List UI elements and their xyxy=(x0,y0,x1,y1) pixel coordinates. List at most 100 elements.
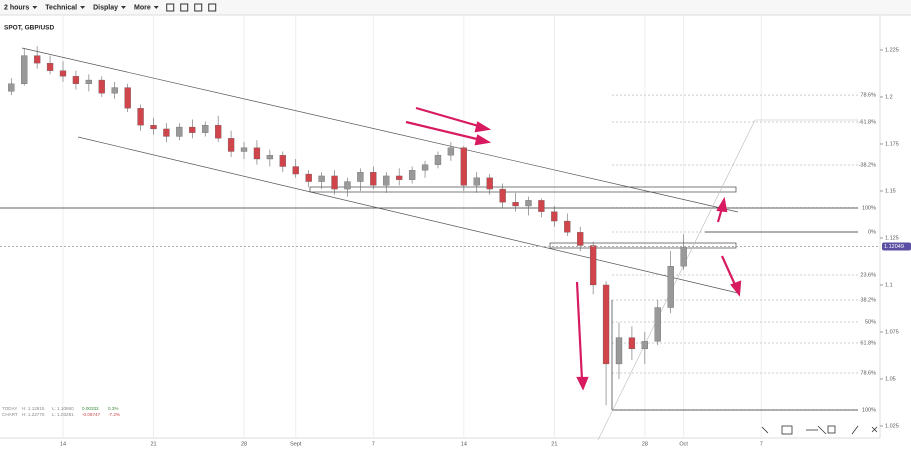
candle-body xyxy=(292,166,299,175)
candle-body xyxy=(266,155,274,160)
candle-body xyxy=(628,337,636,350)
toolbar-icon[interactable] xyxy=(208,3,217,12)
candle-body xyxy=(602,284,610,365)
fib-label: 61.8% xyxy=(860,341,876,347)
fib-label: 78.6% xyxy=(860,93,876,99)
dropdown-caret xyxy=(80,6,86,9)
candle-body xyxy=(396,175,403,180)
candle-body xyxy=(615,337,623,365)
candle-body xyxy=(408,170,416,180)
candle-body xyxy=(331,175,338,190)
candle-body xyxy=(33,55,41,64)
toolbar-menu[interactable]: More xyxy=(134,4,151,11)
toolbar-icon[interactable] xyxy=(166,3,175,12)
fib-label: 78.6% xyxy=(860,370,876,376)
candle-body xyxy=(59,70,67,77)
candle-body xyxy=(72,76,80,84)
x-tick-label: Sept xyxy=(290,441,302,447)
y-tick-label: 1.15 xyxy=(885,188,896,194)
candle-body xyxy=(318,175,325,182)
candle-body xyxy=(564,220,571,233)
candle-body xyxy=(499,188,506,203)
toolbar-icon[interactable] xyxy=(194,3,203,12)
candle-body xyxy=(357,172,364,182)
fib-label: -61.8% xyxy=(859,119,877,125)
candle-body xyxy=(240,147,248,152)
stat-text: L: 1.10860 xyxy=(52,406,74,411)
x-tick-label: 28 xyxy=(241,441,247,447)
dropdown-caret xyxy=(120,6,126,9)
x-tick-label: 7 xyxy=(372,441,375,447)
candle-body xyxy=(512,202,519,207)
candle-body xyxy=(370,172,377,186)
candle-body xyxy=(667,266,674,308)
candle-body xyxy=(641,341,648,350)
x-tick-label: 7 xyxy=(760,441,763,447)
candle-body xyxy=(98,79,105,94)
candle-body xyxy=(538,200,545,212)
fib-label: 0% xyxy=(868,229,876,235)
x-tick-label: 21 xyxy=(150,441,156,447)
toolbar xyxy=(0,0,911,15)
candle-body xyxy=(486,177,493,190)
candle-body xyxy=(654,307,661,342)
x-tick-label: 28 xyxy=(642,441,648,447)
candle-body xyxy=(383,175,390,186)
candle-body xyxy=(176,126,183,137)
drawing-tools[interactable] xyxy=(761,425,878,435)
candle-body xyxy=(163,128,170,137)
x-tick-label: 14 xyxy=(461,441,467,447)
candle-body xyxy=(46,62,54,71)
candle-body xyxy=(577,232,584,246)
y-tick-label: 1.025 xyxy=(885,423,899,429)
candle-body xyxy=(460,147,467,186)
candle-body xyxy=(253,147,261,160)
stat-text: CHART xyxy=(2,412,18,417)
last-price-tag xyxy=(882,242,911,251)
candle-body xyxy=(21,55,28,84)
stat-text: TODAY xyxy=(2,406,17,411)
candle-body xyxy=(279,155,286,167)
fib-label: 38.2% xyxy=(860,297,876,303)
dropdown-caret xyxy=(153,6,159,9)
candle-body xyxy=(124,87,131,109)
toolbar-items: 2 hours Technical Display More xyxy=(4,3,217,12)
toolbar-menu[interactable]: 2 hours xyxy=(4,4,29,11)
stat-text: H: 1.22770 xyxy=(22,412,45,417)
candle-body xyxy=(85,79,93,84)
x-tick-label: 14 xyxy=(60,441,66,447)
stat-text: -7.2% xyxy=(108,412,120,417)
candle-body xyxy=(150,125,157,130)
stat-text: 0.3% xyxy=(108,406,118,411)
y-tick-label: 1.075 xyxy=(885,329,899,335)
candle-body xyxy=(434,155,442,165)
toolbar-icon[interactable] xyxy=(180,3,189,12)
toolbar-menu[interactable]: Display xyxy=(93,4,118,11)
toolbar-menu[interactable]: Technical xyxy=(45,4,77,11)
x-tick-label: 21 xyxy=(551,441,557,447)
candle-body xyxy=(111,87,118,94)
candle-body xyxy=(680,247,687,267)
y-tick-label: 1.175 xyxy=(885,141,899,147)
y-tick-label: 1.125 xyxy=(885,235,899,241)
candle-body xyxy=(202,125,209,133)
drawings xyxy=(0,47,858,441)
candle-body xyxy=(447,147,455,156)
candle-body xyxy=(421,164,429,171)
candle-body xyxy=(344,181,351,190)
candle-body xyxy=(525,200,532,207)
stat-text: L: 1.03281 xyxy=(52,412,74,417)
x-tick-label: Oct xyxy=(679,441,688,447)
fib-label: 23.6% xyxy=(860,272,876,278)
last-price-label: 1.12049 xyxy=(884,244,904,250)
candle-body xyxy=(551,211,558,222)
stat-text: -0.08747 xyxy=(82,412,101,417)
candle-body xyxy=(189,126,196,133)
candle-body xyxy=(8,83,15,92)
fib-label: -38.2% xyxy=(859,162,877,168)
y-tick-label: 1.2 xyxy=(885,94,893,100)
stat-text: 0.00333 xyxy=(82,406,99,411)
candle-body xyxy=(473,177,480,186)
candle-body xyxy=(305,173,312,182)
